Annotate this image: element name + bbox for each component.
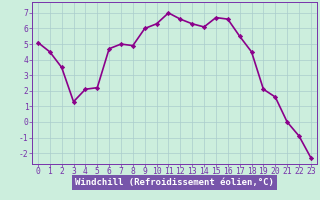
- X-axis label: Windchill (Refroidissement éolien,°C): Windchill (Refroidissement éolien,°C): [75, 178, 274, 187]
